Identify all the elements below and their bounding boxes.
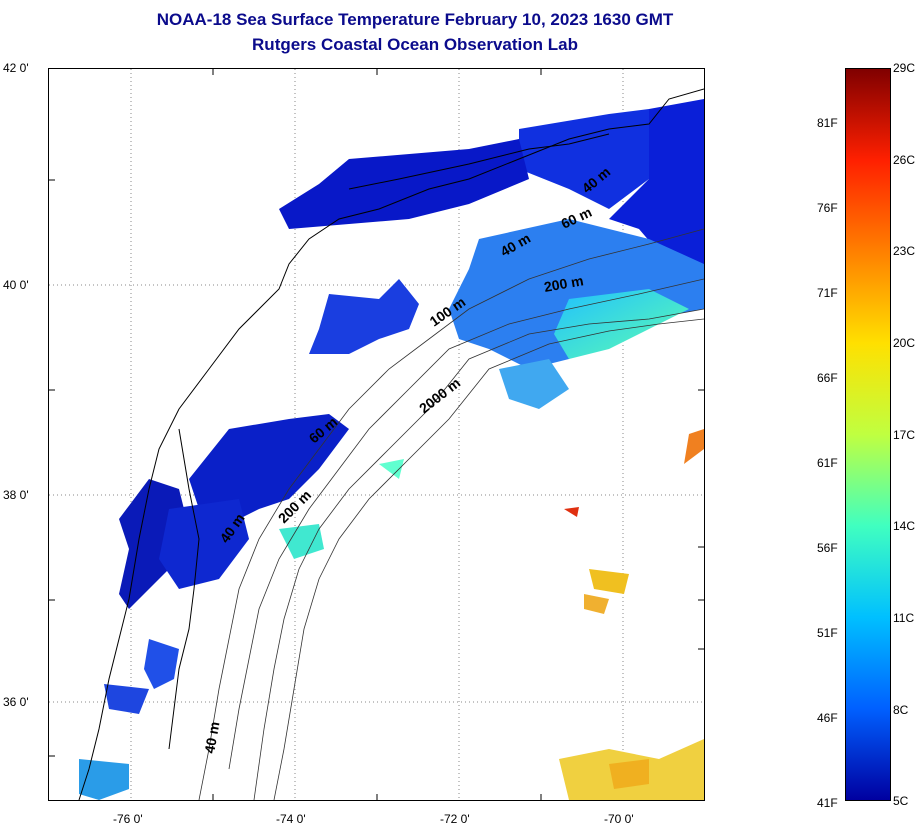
temperature-colorbar	[845, 68, 891, 801]
lat-label-38: 38 0'	[3, 488, 29, 502]
colorbar-f-label: 76F	[817, 201, 838, 215]
colorbar-f-label: 41F	[817, 796, 838, 810]
sst-warm-water	[279, 219, 704, 800]
map-title-line1: NOAA-18 Sea Surface Temperature February…	[156, 10, 674, 29]
sst-map-frame: 40 m 60 m 40 m 200 m 100 m 2000 m 60 m 2…	[48, 68, 705, 801]
coastline	[78, 88, 704, 800]
colorbar-c-label: 29C	[893, 61, 916, 75]
lon-label-74: -74 0'	[276, 812, 306, 826]
isobath-label: 40 m	[201, 720, 222, 754]
colorbar-c-label: 23C	[893, 244, 916, 258]
colorbar-f-label: 46F	[817, 711, 838, 725]
sst-map: 40 m 60 m 40 m 200 m 100 m 2000 m 60 m 2…	[49, 69, 704, 800]
lat-label-40: 40 0'	[3, 278, 29, 292]
colorbar-c-label: 11C	[893, 611, 915, 625]
isobaths	[198, 228, 704, 800]
sst-cold-water	[79, 99, 704, 800]
colorbar-c-label: 14C	[893, 519, 916, 533]
colorbar-f-label: 66F	[817, 371, 838, 385]
lat-label-36: 36 0'	[3, 695, 29, 709]
colorbar-f-label: 51F	[817, 626, 838, 640]
colorbar-c-label: 17C	[893, 428, 916, 442]
map-title-line2: Rutgers Coastal Ocean Observation Lab	[252, 35, 578, 54]
colorbar-c-label: 5C	[893, 794, 909, 808]
colorbar-f-label: 61F	[817, 456, 838, 470]
lon-label-70: -70 0'	[604, 812, 634, 826]
colorbar-c-label: 20C	[893, 336, 916, 350]
lon-label-72: -72 0'	[440, 812, 470, 826]
lon-label-76: -76 0'	[113, 812, 143, 826]
colorbar-f-label: 81F	[817, 116, 838, 130]
colorbar-f-label: 71F	[817, 286, 838, 300]
lat-label-42: 42 0'	[3, 61, 29, 75]
colorbar-c-label: 26C	[893, 153, 916, 167]
colorbar-c-label: 8C	[893, 703, 909, 717]
isobath-label: 200 m	[543, 272, 585, 295]
colorbar-f-label: 56F	[817, 541, 838, 555]
